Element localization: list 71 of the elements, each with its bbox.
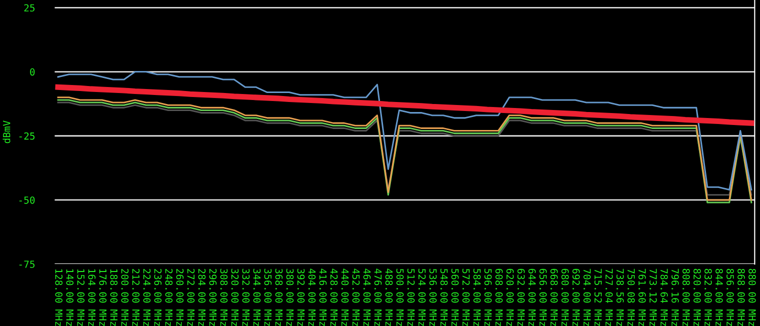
- x-tick-label: 356.00 MHz: [264, 268, 272, 326]
- x-tick-label: 416.00 MHz: [319, 268, 327, 326]
- y-tick-label: -50: [19, 196, 35, 204]
- x-tick-label: 392.00 MHz: [297, 268, 305, 326]
- x-tick-label: 176.00 MHz: [99, 269, 107, 326]
- x-tick-label: 368.00 MHz: [275, 268, 283, 326]
- x-tick-label: 808.00 MHz: [682, 268, 690, 326]
- x-tick-label: 644.00 MHz: [528, 268, 536, 326]
- x-tick-label: 128.00 MHz: [55, 269, 63, 326]
- x-tick-label: 738.56 MHz: [616, 268, 624, 326]
- x-tick-label: 620.00 MHz: [506, 268, 514, 326]
- y-axis-title: dBmV: [2, 120, 10, 144]
- x-tick-label: 476.00 MHz: [374, 268, 382, 326]
- x-tick-label: 880.00 MHz: [748, 268, 756, 326]
- x-tick-label: 332.00 MHz: [242, 268, 250, 326]
- x-tick-label: 344.00 MHz: [253, 268, 261, 326]
- x-tick-label: 488.00 MHz: [385, 268, 393, 326]
- x-tick-label: 727.04 MHz: [605, 268, 613, 326]
- x-tick-label: 715.52 MHz: [594, 268, 602, 326]
- x-tick-label: 868.00 MHz: [738, 268, 745, 326]
- x-tick-label: 832.00 MHz: [704, 268, 712, 326]
- x-tick-label: 200.00 MHz: [121, 268, 129, 326]
- x-tick-label: 796.16 MHz: [671, 268, 679, 326]
- y-tick-label: 25: [24, 4, 34, 12]
- x-tick-label: 608.00 MHz: [495, 268, 503, 326]
- y-tick-label: -25: [19, 132, 34, 140]
- x-tick-label: 548.00 MHz: [440, 268, 448, 326]
- x-tick-label: 856.00 MHz: [726, 268, 734, 326]
- x-tick-label: 596.00 MHz: [484, 268, 492, 326]
- x-tick-label: 272.00 MHz: [187, 268, 195, 326]
- x-tick-label: 584.00 MHz: [473, 268, 481, 326]
- line-series: [57, 71, 752, 190]
- x-tick-label: 773.12 MHz: [649, 268, 657, 326]
- x-tick-label: 440.00 MHz: [341, 268, 349, 326]
- x-tick-label: 560.00 MHz: [451, 268, 459, 326]
- x-tick-label: 536.00 MHz: [429, 268, 437, 326]
- x-tick-label: 680.00 MHz: [561, 268, 569, 326]
- x-tick-label: 668.00 MHz: [550, 268, 558, 326]
- x-tick-label: 224.00 MHz: [143, 268, 151, 326]
- x-tick-label: 260.00 MHz: [176, 268, 184, 326]
- x-tick-label: 512.00 MHz: [407, 268, 415, 326]
- x-tick-label: 380.00 MHz: [286, 268, 294, 326]
- x-tick-label: 248.00 MHz: [165, 268, 173, 326]
- x-tick-label: 404.00 MHz: [308, 268, 316, 326]
- x-tick-label: 692.00 MHz: [572, 268, 580, 326]
- x-tick-label: 284.00 MHz: [198, 268, 206, 326]
- x-tick-label: 164.00 MHz: [88, 269, 96, 326]
- x-tick-label: 500.00 MHz: [396, 268, 404, 326]
- x-tick-label: 320.00 MHz: [231, 268, 239, 326]
- x-tick-label: 761.60 MHz: [638, 268, 646, 326]
- x-tick-label: 428.00 MHz: [330, 268, 338, 326]
- x-tick-label: 308.00 MHz: [220, 268, 228, 326]
- x-tick-label: 236.00 MHz: [154, 268, 162, 326]
- y-tick-label: 0: [30, 68, 35, 76]
- x-tick-label: 572.00 MHz: [462, 268, 470, 326]
- x-tick-label: 188.00 MHz: [110, 269, 118, 326]
- x-tick-label: 820.00 MHz: [694, 268, 701, 326]
- x-tick-label: 452.00 MHz: [352, 268, 360, 326]
- x-tick-label: 152.00 MHz: [77, 269, 85, 326]
- x-tick-label: 296.00 MHz: [209, 268, 217, 326]
- x-tick-label: 656.00 MHz: [539, 268, 547, 326]
- x-tick-label: 140.00 MHz: [66, 269, 74, 326]
- x-tick-label: 844.00 MHz: [716, 268, 723, 326]
- x-tick-label: 212.00 MHz: [132, 268, 140, 326]
- x-tick-label: 632.00 MHz: [517, 268, 525, 326]
- x-tick-label: 750.08 MHz: [627, 268, 635, 326]
- x-tick-label: 704.00 MHz: [583, 268, 591, 326]
- x-tick-label: 524.00 MHz: [418, 268, 426, 326]
- x-tick-label: 464.00 MHz: [363, 268, 371, 326]
- x-tick-label: 784.64 MHz: [660, 268, 668, 326]
- y-tick-label: -75: [19, 260, 34, 268]
